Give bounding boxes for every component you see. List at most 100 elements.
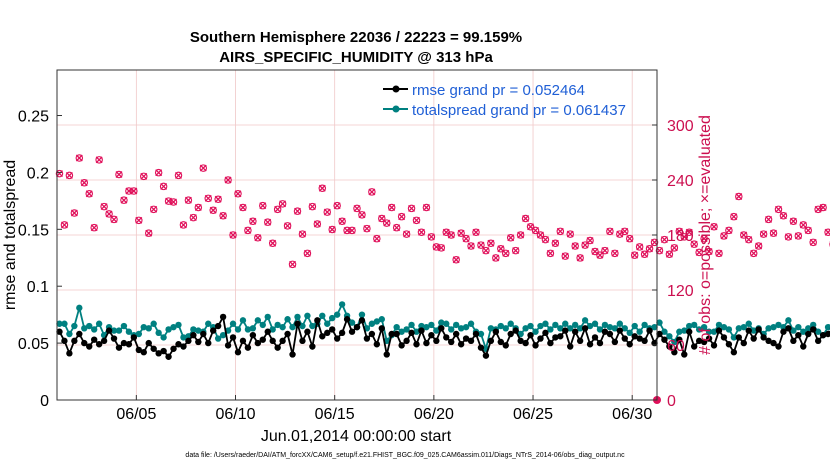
rmse-point xyxy=(388,330,395,338)
obs-count-marker xyxy=(744,235,753,244)
rmse-point xyxy=(676,336,683,343)
rmse-point xyxy=(368,330,376,338)
obs-count-marker xyxy=(273,205,282,214)
y2-tick-label: 180 xyxy=(667,228,694,245)
rmse-point xyxy=(760,334,767,341)
rmse-point xyxy=(214,322,222,330)
totalspread-point xyxy=(333,311,341,318)
rmse-point xyxy=(294,320,301,327)
totalspread-point xyxy=(289,323,296,331)
y-tick-label: 0.15 xyxy=(18,222,49,239)
rmse-point xyxy=(333,335,341,342)
rmse-point xyxy=(229,334,237,341)
rmse-point xyxy=(562,327,569,334)
obs-count-marker xyxy=(601,246,609,255)
totalspread-point xyxy=(418,322,425,330)
obs-count-marker xyxy=(323,208,331,216)
totalspread-point xyxy=(671,338,678,346)
rmse-point xyxy=(200,330,207,338)
totalspread-point xyxy=(145,325,152,332)
rmse-point xyxy=(254,339,262,347)
totalspread-point xyxy=(338,301,346,308)
totalspread-point xyxy=(56,320,63,327)
obs-count-marker xyxy=(65,171,74,180)
totalspread-point xyxy=(249,325,257,332)
obs-count-marker xyxy=(462,234,470,243)
y2-axis-label: # of obs: o=possible; ×=evaluated xyxy=(697,115,714,355)
totalspread-point xyxy=(175,321,182,329)
rmse-point xyxy=(150,345,157,352)
obs-count-marker xyxy=(174,171,183,180)
obs-count-marker xyxy=(263,218,272,226)
totalspread-point xyxy=(725,326,733,333)
obs-count-marker xyxy=(259,201,267,210)
rmse-point xyxy=(319,333,326,340)
rmse-point xyxy=(695,337,703,345)
y2-tick-label: 240 xyxy=(667,173,694,190)
x-axis-label: Jun.01,2014 00:00:00 start xyxy=(261,428,452,445)
totalspread-point xyxy=(284,316,291,323)
rmse-point xyxy=(358,317,366,324)
rmse-point xyxy=(259,336,266,343)
totalspread-point xyxy=(433,327,440,334)
obs-count-marker xyxy=(665,250,674,259)
totalspread-point xyxy=(294,313,301,321)
rmse-point xyxy=(125,341,133,348)
rmse-point xyxy=(497,338,505,346)
rmse-point xyxy=(140,349,147,356)
totalspread-point xyxy=(299,322,306,330)
obs-count-marker xyxy=(730,212,738,221)
rmse-point xyxy=(224,342,232,349)
obs-count-marker xyxy=(219,212,227,220)
x-tick-label: 06/05 xyxy=(116,406,156,423)
rmse-point xyxy=(681,351,688,358)
totalspread-point xyxy=(735,325,743,332)
totalspread-point xyxy=(205,320,212,327)
obs-count-marker xyxy=(506,234,515,242)
obs-count-marker xyxy=(402,230,411,238)
y-axis-label: rmse and totalspread xyxy=(2,160,19,310)
rmse-point xyxy=(56,328,63,335)
rmse-point xyxy=(790,337,797,345)
totalspread-point xyxy=(66,330,73,338)
rmse-point xyxy=(363,335,371,342)
obs-count-marker xyxy=(383,219,391,227)
rmse-point xyxy=(666,343,673,350)
totalspread-point xyxy=(651,323,658,331)
obs-count-marker xyxy=(819,203,827,212)
totalspread-point xyxy=(552,321,559,329)
totalspread-point xyxy=(403,326,410,333)
totalspread-point xyxy=(319,312,326,319)
totalspread-point xyxy=(81,325,88,332)
obs-count-marker xyxy=(754,242,763,250)
rmse-point xyxy=(586,341,594,348)
rmse-point xyxy=(527,331,534,339)
obs-count-marker xyxy=(779,212,788,220)
obs-count-marker xyxy=(387,203,396,212)
y2-tick-label: 60 xyxy=(667,338,685,355)
rmse-point xyxy=(438,325,445,332)
totalspread-point xyxy=(730,334,738,341)
legend-rmse-label: rmse grand pr = 0.052464 xyxy=(412,82,585,99)
chart-title: Southern Hemisphere 22036 / 22223 = 99.1… xyxy=(190,29,522,46)
totalspread-point xyxy=(581,317,589,324)
rmse-point xyxy=(284,330,291,338)
legend: rmse grand pr = 0.052464 totalspread gra… xyxy=(383,82,626,119)
obs-count-marker xyxy=(308,202,317,211)
totalspread-series xyxy=(56,301,830,353)
totalspread-point xyxy=(562,320,569,327)
x-tick-label: 06/20 xyxy=(414,406,454,423)
obs-count-marker xyxy=(249,217,257,226)
rmse-point xyxy=(720,334,728,341)
totalspread-point xyxy=(537,322,544,330)
totalspread-point xyxy=(90,326,98,333)
rmse-point xyxy=(348,328,356,335)
totalspread-point xyxy=(710,328,718,335)
totalspread-point xyxy=(214,335,222,342)
rmse-point xyxy=(443,334,450,341)
obs-count-marker xyxy=(368,188,376,196)
totalspread-point xyxy=(110,327,118,334)
obs-count-marker xyxy=(675,227,684,236)
obs-count-marker xyxy=(606,227,614,236)
totalspread-point xyxy=(86,322,93,330)
